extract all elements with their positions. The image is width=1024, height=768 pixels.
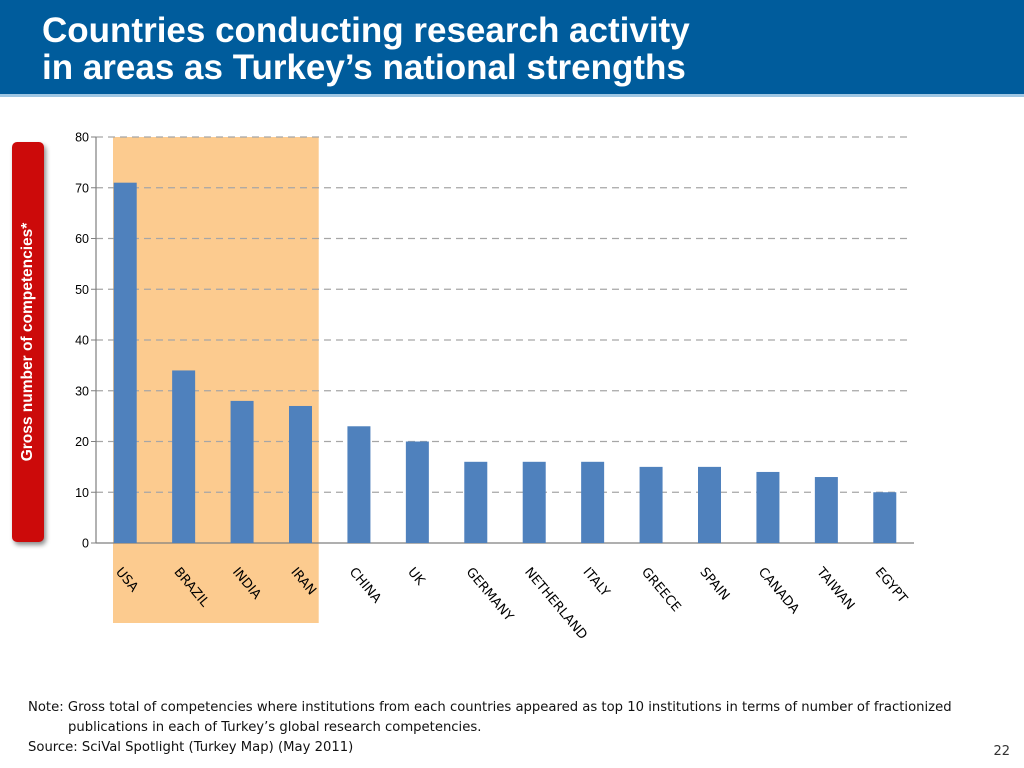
bar-netherland (522, 461, 546, 543)
bar-germany (464, 461, 488, 543)
x-tick-label: GERMANY (463, 565, 516, 625)
slide-title-line-1: Countries conducting research activity (42, 11, 690, 50)
x-tick-label: NETHERLAND (521, 565, 590, 643)
bar-italy (581, 461, 605, 543)
bar-canada (756, 471, 780, 543)
y-tick-label: 80 (75, 131, 89, 145)
note-line-1: Note: Gross total of competencies where … (28, 700, 952, 715)
bar-usa (113, 182, 137, 544)
y-tick-label: 70 (75, 181, 89, 195)
x-tick-label: GREECE (638, 565, 683, 615)
x-tick-label: EGYPT (872, 565, 910, 606)
footnote: Note: Gross total of competencies where … (28, 698, 1018, 758)
x-tick-label: TAIWAN (813, 564, 858, 613)
slide-title-line-2: in areas as Turkey’s national strengths (42, 48, 686, 87)
source-line: Source: SciVal Spotlight (Turkey Map) (M… (28, 740, 354, 755)
page-number: 22 (993, 744, 1010, 759)
bar-spain (698, 466, 721, 543)
y-tick-label: 20 (75, 435, 89, 449)
slide-title: Countries conducting research activity i… (42, 12, 690, 86)
y-tick-label: 40 (75, 334, 89, 348)
bar-brazil (172, 370, 196, 543)
bar-uk (405, 441, 429, 543)
highlight-band (113, 137, 319, 623)
x-tick-label: SPAIN (696, 565, 732, 604)
bar-taiwan (814, 477, 838, 543)
x-tick-label: UK (404, 565, 427, 589)
bar-india (230, 400, 254, 543)
y-tick-label: 30 (75, 384, 89, 398)
x-tick-label: CANADA (755, 565, 802, 617)
x-tick-label: ITALY (580, 565, 613, 600)
bar-china (347, 426, 371, 543)
bar-greece (639, 466, 663, 543)
bar-egypt (873, 492, 897, 543)
y-tick-label: 10 (75, 486, 89, 500)
y-tick-label: 60 (75, 232, 89, 246)
x-tick-label: CHINA (346, 565, 384, 606)
bar-iran (289, 405, 312, 543)
y-axis-label-tab: Gross number of competencies* (12, 142, 44, 542)
y-tick-label: 50 (75, 283, 89, 297)
note-line-2: publications in each of Turkey’s global … (68, 720, 482, 735)
title-banner: Countries conducting research activity i… (0, 0, 1024, 97)
y-tick-label: 0 (82, 537, 89, 551)
